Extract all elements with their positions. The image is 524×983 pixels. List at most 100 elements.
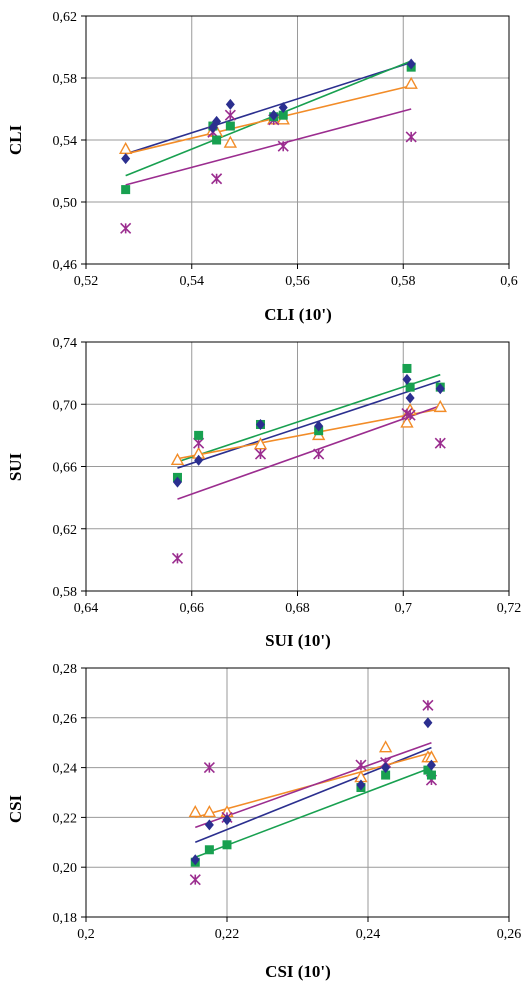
diamond-data-point: [426, 759, 436, 771]
y-tick-label: 0,24: [53, 762, 78, 777]
triangle-data-point: [170, 452, 185, 465]
asterisk-data-point: [355, 759, 367, 771]
asterisk-data-point: [422, 699, 434, 711]
sui-chart: SUI SUI (10') 0,64 0,66 0,68 0,7 0,72 0,58 0,6…: [6, 336, 521, 650]
diamond-data-point: [194, 454, 204, 466]
y-tick-label: 0,74: [53, 336, 78, 351]
diamond-data-point: [269, 109, 279, 121]
y-tick-label: 0,26: [53, 712, 78, 727]
square-data-point: [278, 110, 288, 120]
triangle-data-point: [404, 76, 418, 89]
triangle-data-point: [378, 740, 393, 753]
asterisk-data-point: [277, 140, 289, 152]
y-tick-label: 0,66: [53, 461, 78, 476]
asterisk-data-point: [404, 409, 416, 421]
diamond-data-point: [402, 373, 412, 385]
asterisk-data-point: [211, 173, 223, 185]
diamond-data-point: [278, 101, 288, 113]
square-series-trendline: [194, 766, 432, 858]
y-axis-title: SUI: [6, 452, 25, 481]
y-tick-label: 0,62: [53, 10, 78, 25]
y-tick-label: 0,18: [53, 911, 78, 926]
square-data-point: [225, 121, 235, 131]
x-tick-label: 0,54: [180, 274, 205, 289]
square-data-point: [405, 382, 415, 392]
triangle-data-point: [400, 415, 414, 428]
y-tick-label: 0,20: [53, 861, 78, 876]
asterisk-data-point: [171, 552, 184, 564]
y-tick-label: 0,54: [53, 134, 78, 149]
square-data-point: [426, 770, 436, 780]
x-tick-label: 0,2: [77, 927, 95, 942]
y-tick-label: 0,28: [53, 662, 78, 677]
y-tick-label: 0,46: [53, 258, 78, 273]
x-tick-label: 0,64: [74, 601, 99, 616]
asterisk-data-point: [224, 109, 236, 121]
square-data-point: [423, 765, 433, 775]
diamond-data-point: [222, 814, 232, 826]
y-tick-label: 0,70: [53, 398, 78, 413]
x-axis-title: CSI (10'): [265, 962, 331, 981]
y-tick-label: 0,22: [53, 811, 78, 826]
diamond-data-point: [172, 476, 182, 488]
asterisk-series-trendline: [177, 405, 441, 500]
triangle-data-point: [202, 804, 217, 818]
square-series-trendline: [125, 60, 412, 177]
square-data-point: [194, 430, 204, 440]
x-tick-label: 0,52: [74, 274, 99, 289]
y-tick-label: 0,62: [53, 523, 78, 538]
diamond-data-point: [405, 392, 415, 404]
x-tick-label: 0,72: [497, 601, 522, 616]
x-tick-label: 0,22: [215, 927, 240, 942]
square-data-point: [381, 770, 391, 780]
x-axis-title: SUI (10'): [265, 631, 331, 650]
csi-chart: CSI CSI (10') 0,2 0,22 0,24 0,26 0,18 0,20 0,2…: [6, 662, 521, 981]
x-tick-label: 0,56: [285, 274, 310, 289]
y-tick-label: 0,58: [53, 72, 78, 87]
diamond-data-point: [314, 420, 324, 432]
asterisk-data-point: [189, 874, 201, 886]
asterisk-data-point: [434, 437, 446, 449]
diamond-data-point: [356, 779, 366, 791]
diamond-data-point: [190, 854, 200, 866]
asterisk-data-point: [405, 131, 417, 143]
x-tick-label: 0,24: [356, 927, 381, 942]
triangle-data-point: [433, 399, 447, 413]
square-data-point: [222, 840, 232, 850]
x-tick-label: 0,68: [285, 601, 310, 616]
cli-chart: CLI CLI (10') 0,52 0,54 0,56 0,58 0,6 0,46 0,5…: [6, 10, 518, 324]
asterisk-data-point: [120, 222, 132, 234]
x-tick-label: 0,26: [497, 927, 522, 942]
square-data-point: [121, 185, 131, 195]
diamond-data-point: [212, 115, 222, 127]
diamond-data-point: [225, 98, 235, 110]
diamond-data-point: [406, 58, 416, 70]
triangle-data-point: [188, 804, 202, 818]
diamond-data-point: [381, 762, 391, 774]
y-axis-title: CSI: [6, 794, 25, 823]
square-series-trendline: [177, 373, 441, 463]
triangle-data-point: [253, 437, 268, 450]
asterisk-data-point: [254, 448, 267, 460]
diamond-data-point: [255, 418, 265, 430]
diamond-series-trendline: [125, 61, 412, 155]
x-tick-label: 0,66: [180, 601, 205, 616]
y-tick-label: 0,50: [53, 196, 78, 211]
square-data-point: [402, 363, 412, 373]
asterisk-data-point: [203, 762, 215, 774]
asterisk-series-trendline: [125, 108, 412, 186]
x-tick-label: 0,6: [500, 274, 518, 289]
diamond-data-point: [435, 383, 445, 395]
triangle-series-trendline: [177, 408, 441, 460]
diamond-data-point: [204, 819, 214, 831]
diamond-series-trendline: [177, 380, 441, 469]
y-tick-label: 0,58: [53, 585, 78, 600]
square-data-point: [204, 845, 214, 855]
triangle-data-point: [223, 135, 238, 148]
diamond-data-point: [423, 717, 433, 729]
diamond-data-point: [121, 153, 131, 165]
plot-frame: [85, 667, 510, 918]
asterisk-series-trendline: [195, 741, 432, 829]
x-tick-label: 0,58: [391, 274, 416, 289]
